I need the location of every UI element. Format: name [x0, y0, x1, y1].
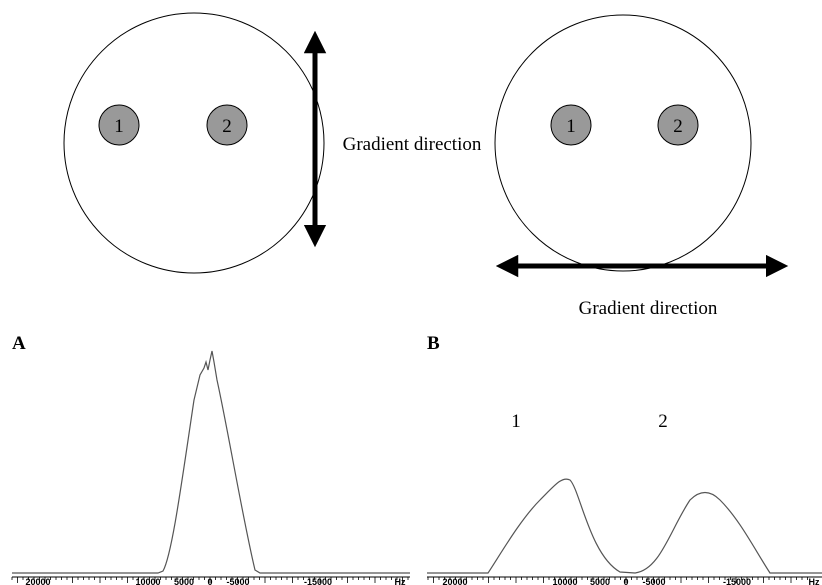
phantom: [63, 12, 325, 274]
spot-label: 2: [673, 116, 683, 137]
spot: [98, 104, 140, 146]
gradient-label: Gradient direction: [579, 298, 718, 319]
axis-label: 5000: [590, 577, 610, 585]
axis-unit: Hz: [395, 577, 406, 585]
spot-label: 2: [222, 116, 232, 137]
gradient-label: Gradient direction: [343, 134, 482, 155]
axis-label: 5000: [174, 577, 194, 585]
spot: [550, 104, 592, 146]
axis-unit: Hz: [809, 577, 820, 585]
panel-label: A: [12, 333, 26, 354]
axis-label: -15000: [723, 577, 751, 585]
spectrum: [12, 350, 410, 574]
axis-label: 20000: [442, 577, 467, 585]
spot-label: 1: [114, 116, 124, 137]
spot-label: 1: [566, 116, 576, 137]
axis-label: -15000: [304, 577, 332, 585]
axis-ticks: [11, 577, 808, 583]
peak-label: 2: [658, 411, 668, 432]
axis-label: -5000: [642, 577, 665, 585]
panel-label: B: [427, 333, 440, 354]
phantom: [494, 14, 752, 272]
spot: [657, 104, 699, 146]
axis-label: 0: [207, 577, 212, 585]
spot: [206, 104, 248, 146]
peak-label: 1: [511, 411, 521, 432]
axis-label: 0: [623, 577, 628, 585]
axis-label: 20000: [25, 577, 50, 585]
axis-label: 10000: [552, 577, 577, 585]
axis-label: 10000: [135, 577, 160, 585]
axis-label: -5000: [226, 577, 249, 585]
spectrum: [427, 478, 822, 574]
